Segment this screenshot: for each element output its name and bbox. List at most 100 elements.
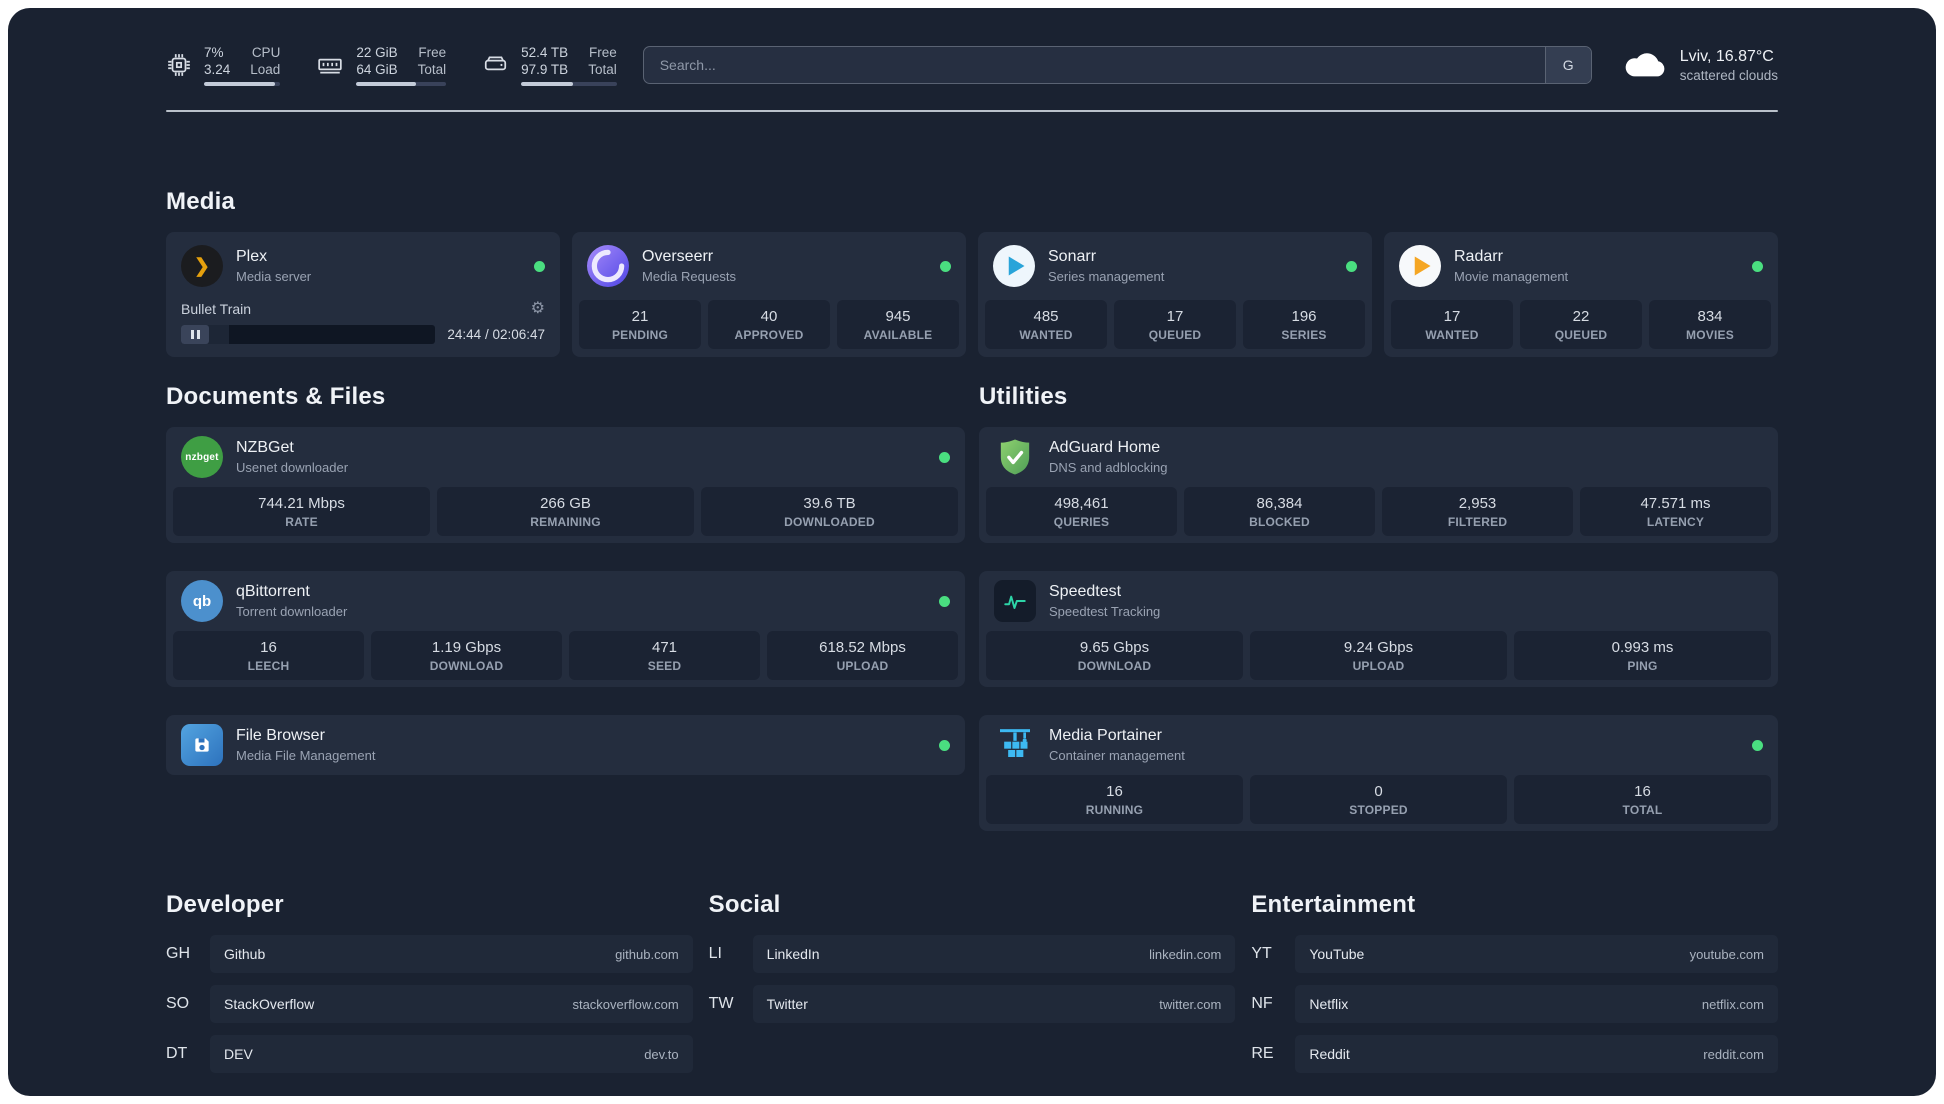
stat-label: PING [1627,659,1658,673]
service-description: Media server [236,269,312,284]
service-description: Container management [1049,748,1185,763]
status-dot [940,260,951,272]
plex-now-playing-widget: Bullet Train ⚙ 24:44 / 02:06:47 [166,300,560,357]
cpu-usage-label: CPU [251,45,281,60]
service-card-radarr[interactable]: Radarr Movie management 17 WANTED 22 QUEUE… [1384,232,1778,357]
status-dot [1752,739,1763,751]
service-card-nzbget[interactable]: nzbget NZBGet Usenet downloader 744.21 M… [166,427,965,543]
stat-label: PENDING [611,328,669,342]
status-dot [1752,260,1763,272]
cpu-usage-value: 7% [204,45,224,60]
bookmarks-entertainment: Entertainment YT YouTube youtube.com NF N… [1251,891,1778,1085]
resource-widgets: 7% CPU 3.24 Load 22 GiB Free 64 GiB Total [166,44,617,86]
stat-value: 9.24 Gbps [1343,639,1414,656]
stat-label: WANTED [1425,328,1479,342]
cloud-icon [1622,47,1668,84]
stat-value: 86,384 [1256,495,1303,512]
stat-label: TOTAL [1622,803,1663,817]
bookmark-domain: dev.to [644,1046,679,1062]
service-name: NZBGet [236,439,294,456]
bookmark-stackoverflow[interactable]: SO StackOverflow stackoverflow.com [166,985,693,1023]
bookmark-github[interactable]: GH Github github.com [166,935,693,973]
section-title-entertainment: Entertainment [1251,891,1416,918]
service-description: Media Requests [642,269,736,284]
stat-label: FILTERED [1447,515,1508,529]
service-description: Usenet downloader [236,460,349,475]
nzbget-icon: nzbget [181,436,223,478]
stat-label: DOWNLOAD [429,659,504,673]
media-grid: ❯ Plex Media server Bullet Train ⚙ [166,232,1778,357]
bookmark-twitter[interactable]: TW Twitter twitter.com [709,985,1236,1023]
stat-value: 834 [1697,308,1723,325]
service-card-sonarr[interactable]: Sonarr Series management 485 WANTED 17 QUE… [978,232,1372,357]
stat-box: 40 APPROVED [708,300,830,349]
disk-total-label: Total [588,62,617,77]
stat-box: 945 AVAILABLE [837,300,959,349]
bookmark-dev[interactable]: DT DEV dev.to [166,1035,693,1073]
section-title-documents: Documents & Files [166,383,386,410]
memory-total-value: 64 GiB [356,62,398,77]
service-description: DNS and adblocking [1049,460,1168,475]
stat-label: SERIES [1281,328,1327,342]
bookmark-reddit[interactable]: RE Reddit reddit.com [1251,1035,1778,1073]
stat-box: 22 QUEUED [1520,300,1642,349]
service-card-adguard[interactable]: AdGuard Home DNS and adblocking 498,461 Q… [979,427,1778,543]
stat-box: 196 SERIES [1243,300,1365,349]
stat-value: 0.993 ms [1611,639,1674,656]
disk-free-value: 52.4 TB [521,45,569,60]
status-dot [939,451,950,463]
stat-value: 9.65 Gbps [1079,639,1150,656]
search-bar: G [642,46,1592,84]
bookmark-domain: reddit.com [1703,1046,1764,1062]
stat-value: 17 [1166,308,1184,325]
service-name: Overseerr [642,248,714,265]
adguard-icon [994,436,1036,478]
bookmark-domain: linkedin.com [1149,946,1222,962]
stat-label: QUEUED [1148,328,1202,342]
service-card-speedtest[interactable]: Speedtest Speedtest Tracking 9.65 Gbps DO… [979,571,1778,687]
gear-icon[interactable]: ⚙ [530,300,545,317]
cpu-icon [166,52,192,78]
stat-label: RUNNING [1085,803,1144,817]
search-input[interactable] [643,47,1545,83]
speedtest-icon [994,580,1036,622]
bookmark-linkedin[interactable]: LI LinkedIn linkedin.com [709,935,1236,973]
sonarr-icon [993,245,1035,287]
status-dot [534,260,545,272]
service-card-overseerr[interactable]: Overseerr Media Requests 21 PENDING 40 APP… [572,232,966,357]
documents-column: Documents & Files nzbget NZBGet Usenet d… [166,383,965,775]
stat-value: 196 [1291,308,1317,325]
status-dot [939,739,950,751]
service-name: Media Portainer [1049,727,1162,744]
bookmark-domain: youtube.com [1689,946,1764,962]
stat-box: 0.993 ms PING [1514,631,1771,680]
stat-label: LATENCY [1646,515,1705,529]
topbar: 7% CPU 3.24 Load 22 GiB Free 64 GiB Total [166,44,1778,86]
stat-box: 0 STOPPED [1250,775,1507,824]
stat-value: 40 [760,308,778,325]
stat-value: 39.6 TB [803,495,856,512]
service-card-qbittorrent[interactable]: qb qBittorrent Torrent downloader 16 LEEC… [166,571,965,687]
bookmark-name: StackOverflow [224,996,315,1012]
section-title-developer: Developer [166,891,284,918]
weather-widget[interactable]: Lviv, 16.87°C scattered clouds [1622,47,1778,84]
stat-box: 17 WANTED [1391,300,1513,349]
stat-label: LEECH [247,659,290,673]
stat-box: 9.24 Gbps UPLOAD [1250,631,1507,680]
service-card-plex[interactable]: ❯ Plex Media server Bullet Train ⚙ [166,232,560,357]
memory-icon [316,52,344,78]
stat-label: STOPPED [1349,803,1408,817]
stat-box: 834 MOVIES [1649,300,1771,349]
bookmark-youtube[interactable]: YT YouTube youtube.com [1251,935,1778,973]
stat-box: 16 TOTAL [1514,775,1771,824]
playback-progress-bar[interactable] [181,325,436,344]
stat-label: RATE [285,515,318,529]
search-provider-button[interactable]: G [1544,47,1591,83]
service-card-portainer[interactable]: Media Portainer Container management 16 R… [979,715,1778,831]
pause-button[interactable] [181,325,209,344]
bookmarks-social: Social LI LinkedIn linkedin.com TW Twitte… [709,891,1236,1085]
cpu-progress-bar [204,82,281,86]
service-card-filebrowser[interactable]: File Browser Media File Management [166,715,965,775]
status-dot [1346,260,1357,272]
bookmark-netflix[interactable]: NF Netflix netflix.com [1251,985,1778,1023]
